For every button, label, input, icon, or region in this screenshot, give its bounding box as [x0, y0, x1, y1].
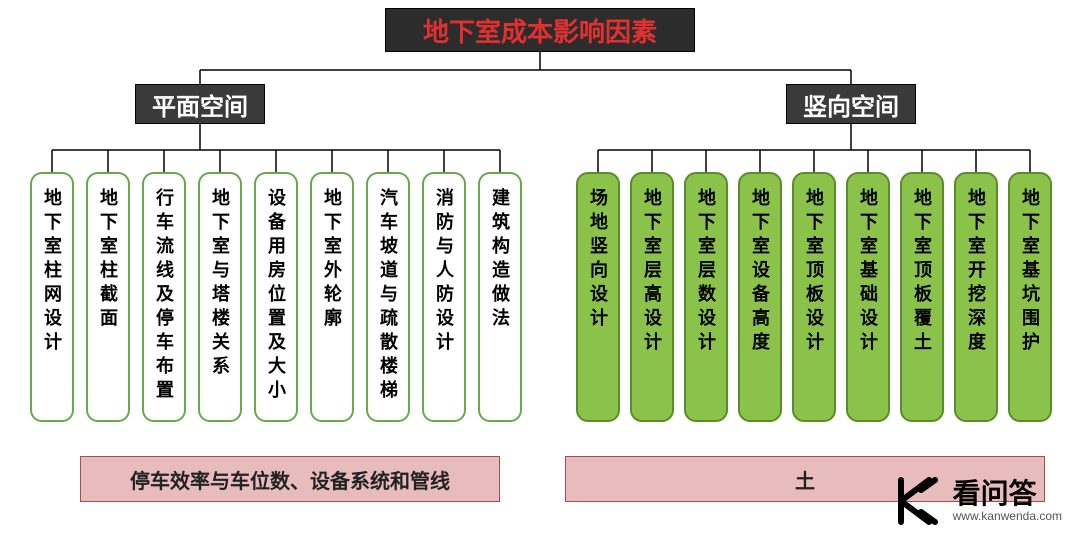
leaf-right-8: 地下室基坑围护	[1008, 172, 1052, 422]
leaf-right-7: 地下室开挖深度	[954, 172, 998, 422]
leaf-left-0: 地下室柱网设计	[30, 172, 74, 422]
leaf-label: 地下室与塔楼关系	[207, 188, 233, 380]
leaf-left-8: 建筑构造做法	[478, 172, 522, 422]
leaf-label: 建筑构造做法	[487, 188, 513, 332]
leaf-right-2: 地下室层数设计	[684, 172, 728, 422]
leaf-label: 地下室基础设计	[855, 188, 881, 356]
leaf-left-6: 汽车坡道与疏散楼梯	[366, 172, 410, 422]
watermark-cn: 看问答	[953, 479, 1062, 510]
leaf-left-1: 地下室柱截面	[86, 172, 130, 422]
leaf-label: 场地竖向设计	[585, 188, 611, 332]
leaf-label: 地下室顶板覆土	[909, 188, 935, 356]
leaf-label: 地下室基坑围护	[1017, 188, 1043, 356]
leaf-label: 地下室层高设计	[639, 188, 665, 356]
leaf-left-7: 消防与人防设计	[422, 172, 466, 422]
category-left-label: 平面空间	[152, 87, 248, 122]
leaf-right-6: 地下室顶板覆土	[900, 172, 944, 422]
leaf-label: 地下室开挖深度	[963, 188, 989, 356]
category-left: 平面空间	[135, 84, 265, 124]
leaf-right-1: 地下室层高设计	[630, 172, 674, 422]
watermark-en: www.kanwenda.com	[953, 510, 1062, 523]
leaf-label: 设备用房位置及大小	[263, 188, 289, 404]
leaf-left-4: 设备用房位置及大小	[254, 172, 298, 422]
leaf-label: 地下室顶板设计	[801, 188, 827, 356]
leaf-label: 地下室外轮廓	[319, 188, 345, 332]
summary-left: 停车效率与车位数、设备系统和管线	[80, 456, 500, 502]
leaf-right-3: 地下室设备高度	[738, 172, 782, 422]
leaf-label: 地下室柱截面	[95, 188, 121, 332]
leaf-left-5: 地下室外轮廓	[310, 172, 354, 422]
summary-left-text: 停车效率与车位数、设备系统和管线	[130, 465, 450, 494]
leaf-right-4: 地下室顶板设计	[792, 172, 836, 422]
leaf-right-0: 场地竖向设计	[576, 172, 620, 422]
summary-right-text: 土	[795, 465, 815, 494]
leaf-label: 消防与人防设计	[431, 188, 457, 356]
leaf-left-3: 地下室与塔楼关系	[198, 172, 242, 422]
category-right-label: 竖向空间	[803, 87, 899, 122]
leaf-label: 地下室层数设计	[693, 188, 719, 356]
root-node: 地下室成本影响因素	[385, 8, 695, 52]
watermark-logo-icon	[889, 474, 943, 528]
leaf-label: 地下室设备高度	[747, 188, 773, 356]
leaf-label: 汽车坡道与疏散楼梯	[375, 188, 401, 404]
category-right: 竖向空间	[786, 84, 916, 124]
watermark: 看问答 www.kanwenda.com	[889, 474, 1062, 528]
leaf-label: 地下室柱网设计	[39, 188, 65, 356]
leaf-label: 行车流线及停车布置	[151, 188, 177, 404]
root-label: 地下室成本影响因素	[423, 12, 657, 49]
leaf-right-5: 地下室基础设计	[846, 172, 890, 422]
leaf-left-2: 行车流线及停车布置	[142, 172, 186, 422]
